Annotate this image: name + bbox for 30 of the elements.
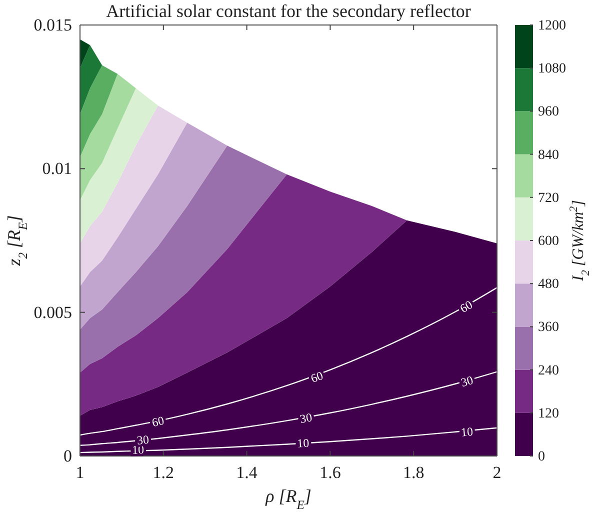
annotation: 60: [150, 413, 166, 430]
annotation: 60: [308, 368, 325, 386]
color-bar-label: 1200: [538, 18, 566, 34]
color-bar-label: 480: [538, 277, 559, 292]
x-tick-label: 1.4: [236, 463, 258, 482]
y-tick-label: 0.01: [42, 159, 72, 178]
color-bar-label: 960: [538, 104, 559, 120]
annotation: 30: [459, 372, 475, 390]
color-bar-label: 0: [538, 449, 545, 464]
color-bar-label: 240: [538, 363, 559, 378]
y-tick-label: 0.005: [34, 302, 72, 322]
x-tick-label: 1.2: [152, 463, 174, 482]
x-tick-label: 1: [76, 463, 84, 482]
color-bar-label: 120: [538, 406, 559, 422]
annotation: 60: [457, 298, 475, 316]
annotation: 30: [298, 410, 314, 426]
annotation: 10: [460, 424, 474, 440]
color-bar-label: 720: [538, 190, 559, 206]
chart-title: Artificial solar constant for the secondary reflector: [106, 1, 471, 21]
annotation: 10: [296, 436, 310, 450]
y-tick-label: 0: [64, 446, 72, 466]
x-tick-label: 2: [492, 463, 502, 482]
x-tick-label: 1.6: [320, 463, 341, 482]
color-bar-label: 360: [538, 320, 559, 336]
y-tick-label: 0.015: [34, 15, 72, 34]
x-tick-label: 1.8: [402, 463, 424, 482]
color-bar-label: 1080: [538, 62, 566, 77]
x-axis-title: ρ [R$_{E}$]: [264, 486, 312, 512]
color-bar-label: 600: [538, 234, 559, 249]
color-bar-label: 840: [538, 148, 559, 163]
